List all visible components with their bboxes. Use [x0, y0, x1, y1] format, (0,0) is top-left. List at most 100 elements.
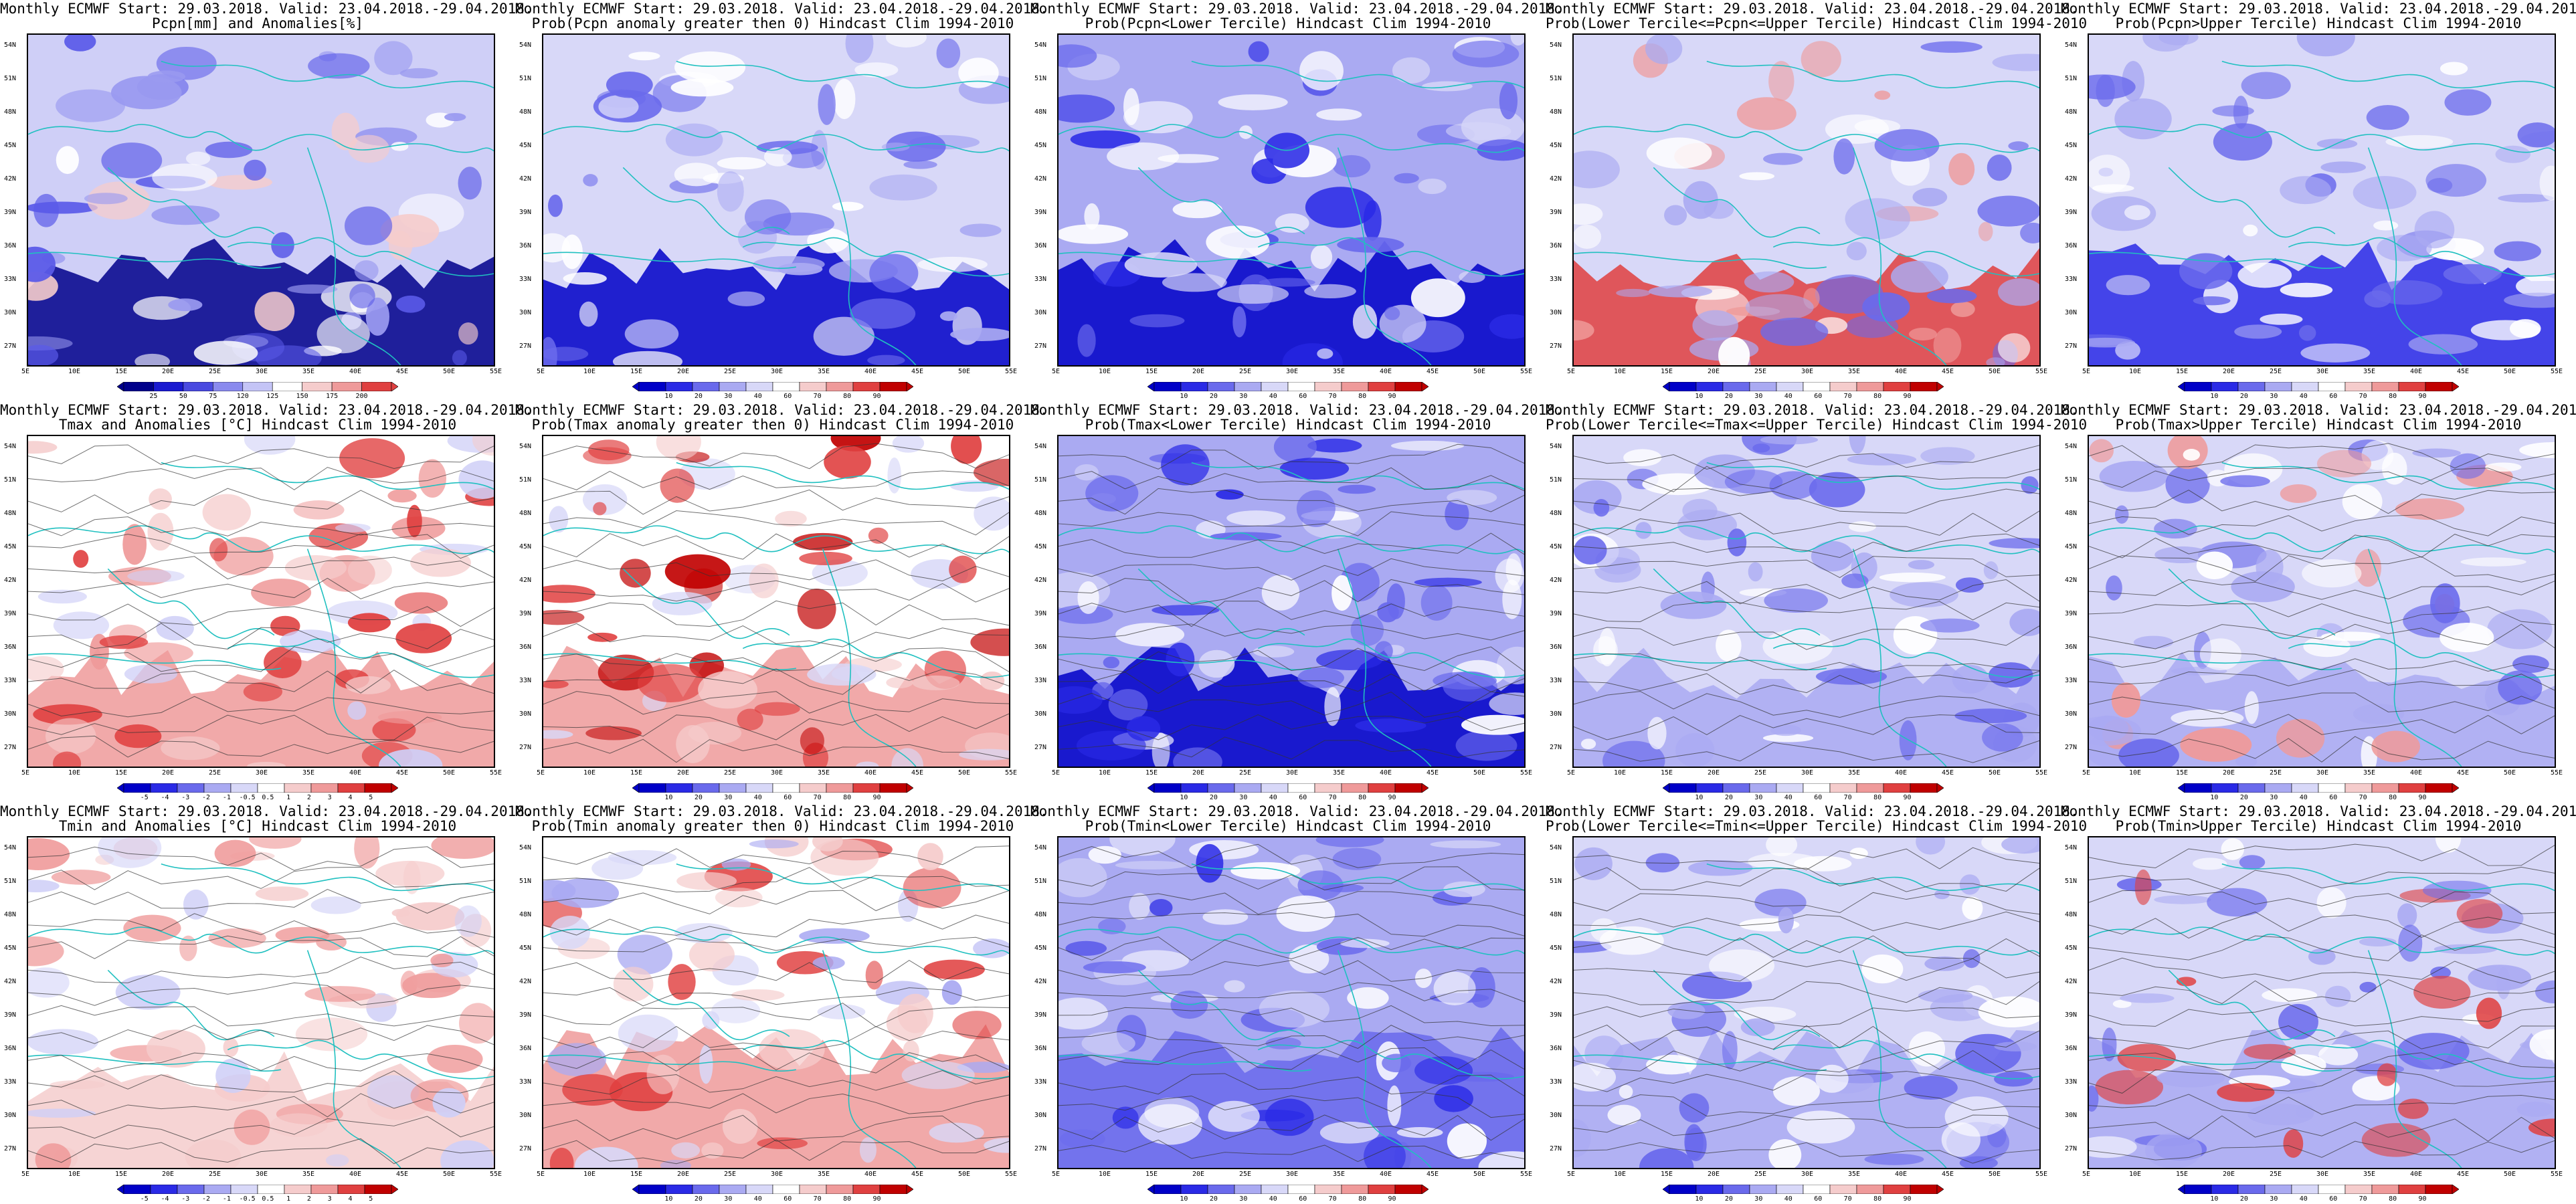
field-blob: [845, 35, 874, 64]
colorbar-tick-label: -2: [202, 1195, 211, 1203]
colorbar-tick-label: 80: [1358, 1195, 1367, 1203]
coastline: [1137, 167, 1305, 238]
field-blob: [917, 843, 943, 870]
field-blob: [1941, 1122, 1981, 1157]
field-blob: [812, 956, 845, 970]
contour-line: [543, 936, 1009, 952]
coastline: [822, 548, 917, 767]
colorbar-segment: [2425, 382, 2453, 391]
colorbar-segment: [852, 1185, 881, 1194]
longitude-label: 35E: [1333, 769, 1346, 777]
field-blob: [2280, 282, 2333, 298]
field-blob: [1108, 689, 1148, 720]
field-blob: [1948, 153, 1975, 185]
contour-line: [1059, 982, 1524, 1002]
colorbar-segment: [1368, 1185, 1396, 1194]
colorbar-segment: [1883, 783, 1911, 793]
latitude-label: 45N: [4, 543, 17, 550]
contour-line: [2089, 603, 2555, 625]
field-blob: [1879, 573, 1946, 583]
field-blob: [2364, 290, 2391, 308]
latitude-label: 39N: [1034, 209, 1047, 216]
colorbar-segment: [1722, 382, 1750, 391]
colorbar-segment: [1749, 382, 1777, 391]
colorbar-arrow-left: [1147, 382, 1155, 391]
field-blob: [1158, 154, 1219, 163]
contour-line: [28, 866, 494, 890]
field-blob: [1982, 723, 2023, 752]
colorbar-tick-label: 70: [813, 1195, 822, 1203]
field-blob: [543, 730, 573, 739]
contour-line: [1059, 558, 1524, 581]
latitude-label: 33N: [1550, 677, 1562, 684]
latitude-label: 30N: [4, 309, 17, 316]
panel-subtitle: Prob(Tmax<Lower Tercile) Hindcast Clim 1…: [1085, 417, 1491, 433]
longitude-label: 15E: [115, 1171, 128, 1178]
latitude-label: 27N: [2065, 1145, 2078, 1152]
colorbar-segment: [1154, 783, 1182, 793]
latitude-label: 36N: [1034, 1045, 1047, 1052]
longitude-label: 20E: [677, 1171, 690, 1178]
longitude-label: 55E: [2035, 1171, 2048, 1178]
field-blob: [832, 201, 864, 211]
colorbar-tick-label: 10: [1695, 794, 1704, 801]
field-blob: [1276, 895, 1336, 932]
colorbar-tick-label: 30: [2270, 794, 2278, 801]
longitude-label: 25E: [1754, 769, 1767, 777]
colorbar-segment: [1368, 382, 1396, 391]
contour-line: [2089, 979, 2555, 1004]
contour-line: [2089, 1115, 2555, 1142]
latitude-label: 33N: [4, 1078, 17, 1086]
colorbar-segment: [310, 1185, 339, 1194]
latitude-label: 39N: [2065, 1011, 2078, 1019]
colorbar-arrow-left: [117, 1185, 124, 1194]
field-blob: [2220, 475, 2270, 488]
field-blob: [344, 206, 393, 245]
field-blob: [1934, 889, 1950, 900]
colorbar-segment: [2318, 783, 2346, 793]
colorbar-tick-label: 125: [266, 393, 279, 400]
longitude-label: 30E: [1286, 368, 1299, 375]
map-panel: Monthly ECMWF Start: 29.03.2018. Valid: …: [515, 0, 1048, 401]
longitude-label: 50E: [1989, 1171, 2001, 1178]
field-blob: [1085, 475, 1139, 512]
longitude-label: 35E: [302, 769, 315, 777]
field-blob: [833, 78, 856, 120]
coastline: [622, 167, 790, 238]
colorbar-tick-label: 40: [1784, 1195, 1792, 1203]
longitude-label: 25E: [1239, 368, 1252, 375]
coastline: [742, 1039, 1009, 1080]
latitude-label: 27N: [1550, 1145, 1562, 1152]
field-blob: [1623, 449, 1662, 467]
longitude-label: 30E: [1801, 769, 1814, 777]
field-blob: [1282, 343, 1343, 365]
field-blob: [1646, 1054, 1697, 1075]
field-blob: [1977, 195, 2039, 227]
colorbar-tick-label: 60: [1299, 794, 1307, 801]
field-blob: [549, 916, 590, 949]
field-blob: [98, 837, 162, 868]
longitude-label: 55E: [1005, 769, 1018, 777]
field-blob: [1107, 142, 1180, 171]
longitude-label: 55E: [1005, 1171, 1018, 1178]
longitude-label: 35E: [818, 368, 830, 375]
longitude-label: 45E: [1427, 769, 1439, 777]
latitude-label: 45N: [1550, 543, 1562, 550]
longitude-label: 20E: [1708, 769, 1720, 777]
field-blob: [1987, 155, 2012, 181]
colorbar-tick-label: 90: [1903, 393, 1912, 400]
field-blob: [349, 283, 375, 309]
map-field: [542, 435, 1010, 768]
field-blob: [903, 160, 937, 169]
coastline: [28, 1054, 281, 1072]
field-blob: [1253, 645, 1295, 658]
contour-line: [28, 1093, 494, 1118]
colorbar-segment: [1394, 382, 1422, 391]
field-blob: [1083, 961, 1146, 974]
field-blob: [1679, 1093, 1710, 1123]
field-blob: [1736, 97, 1797, 130]
longitude-label: 20E: [1708, 1171, 1720, 1178]
coastline: [2221, 60, 2555, 89]
latitude-label: 33N: [519, 677, 532, 684]
contour-line: [2089, 1094, 2555, 1115]
